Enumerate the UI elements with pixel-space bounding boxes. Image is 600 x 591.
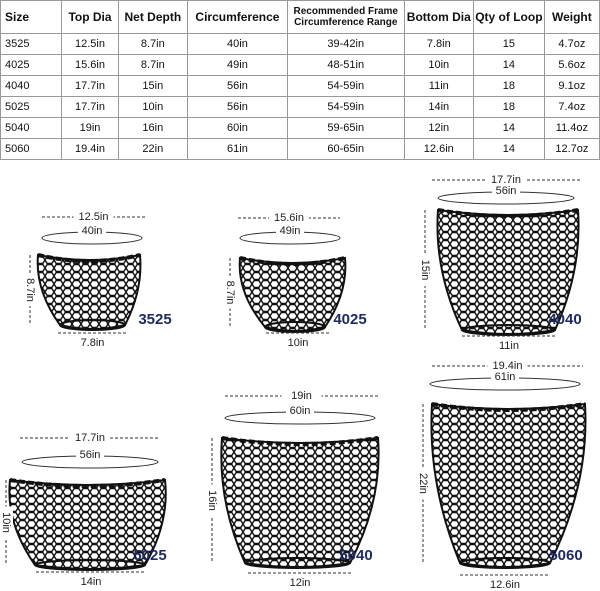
net-rim — [37, 253, 141, 263]
net-bottom — [459, 557, 551, 569]
label-bg — [223, 276, 237, 309]
depth-label: 16in — [206, 490, 218, 511]
bottom-dia-label: 11in — [499, 340, 519, 352]
model-label: 5060 — [549, 547, 582, 564]
table-cell: 4025 — [0, 54, 63, 76]
depth-label: 8.7in — [224, 281, 236, 305]
top-dia-label: 19.4in — [493, 360, 523, 372]
label-bg — [0, 506, 13, 539]
top-dia-label: 17.7in — [491, 174, 521, 186]
column-header: Circumference — [186, 0, 289, 34]
table-cell: 60-65in — [287, 138, 405, 160]
table-cell: 54-59in — [287, 96, 405, 118]
net-rim — [221, 436, 379, 446]
net-basket — [238, 256, 347, 332]
column-header: Top Dia — [61, 0, 119, 34]
table-cell: 15 — [473, 33, 545, 55]
net-bottom — [59, 319, 126, 331]
table-row: 4025 15.6in 8.7in 49in 48-51in 10in 14 5.6oz — [0, 54, 600, 76]
net-rim — [9, 478, 166, 488]
top-dia-label: 17.7in — [75, 432, 105, 444]
circumference-label: 61in — [495, 371, 516, 383]
label-bg — [418, 254, 432, 286]
circumference-label: 60in — [290, 405, 311, 417]
bottom-dia-label: 12.6in — [490, 579, 520, 591]
model-label: 3525 — [138, 311, 171, 328]
net-rim — [239, 256, 346, 266]
spec-table: Size Top Dia Net Depth Circumference Recomme… — [0, 0, 600, 160]
net-rim — [431, 402, 586, 412]
bottom-dia-label: 10in — [288, 337, 309, 349]
label-bg — [205, 484, 219, 517]
label-bg — [281, 389, 322, 403]
net-bottom — [244, 557, 351, 569]
top-dia-label: 12.5in — [79, 211, 109, 223]
net-bottom — [264, 321, 326, 333]
table-cell: 12.6in — [403, 138, 475, 160]
table-cell: 9.1oz — [543, 75, 600, 97]
model-label: 5040 — [339, 547, 372, 564]
table-row: 4040 17.7in 15in 56in 54-59in 11in 18 9.1oz — [0, 75, 600, 97]
label-bg — [269, 211, 309, 225]
table-cell: 8.7in — [117, 33, 188, 55]
label-bg — [23, 274, 37, 306]
net-bottom — [34, 559, 146, 571]
model-label: 5025 — [133, 547, 166, 564]
label-bg — [76, 449, 104, 461]
table-cell: 61in — [186, 138, 289, 160]
table-cell: 19.4in — [61, 138, 119, 160]
depth-label: 22in — [417, 473, 429, 494]
column-header: Recommended Frame Circumference Range — [287, 0, 405, 34]
label-bg — [487, 359, 528, 373]
label-bg — [416, 467, 430, 500]
table-cell: 14 — [473, 138, 545, 160]
label-bg — [70, 431, 110, 445]
column-header: Bottom Dia — [403, 0, 475, 34]
label-bg — [492, 185, 520, 197]
column-header: Weight — [543, 0, 600, 34]
table-cell: 12.7oz — [543, 138, 600, 160]
top-dia-label: 15.6in — [274, 212, 304, 224]
label-bg — [73, 210, 114, 224]
table-cell: 5060 — [0, 138, 63, 160]
label-bg — [78, 225, 106, 237]
table-row: 3525 12.5in 8.7in 40in 39-42in 7.8in 15 4.7oz — [0, 33, 600, 55]
table-cell: 48-51in — [287, 54, 405, 76]
net-basket — [36, 253, 142, 330]
depth-label: 15in — [419, 260, 431, 281]
net-basket — [430, 402, 587, 568]
model-label: 4025 — [333, 311, 366, 328]
top-dia-label: 19in — [291, 390, 312, 402]
label-bg — [491, 371, 519, 383]
circumference-label: 49in — [280, 225, 301, 237]
bottom-dia-label: 7.8in — [81, 337, 105, 349]
net-bottom — [461, 324, 556, 336]
bottom-dia-label: 14in — [81, 576, 102, 588]
bottom-dia-label: 12in — [290, 577, 311, 589]
table-cell: 5.6oz — [543, 54, 600, 76]
column-header: Qty of Loop — [473, 0, 545, 34]
circumference-label: 56in — [80, 449, 101, 461]
label-bg — [486, 173, 526, 187]
table-row: 5060 19.4in 22in 61in 60-65in 12.6in 14 12.7oz — [0, 138, 600, 160]
depth-label: 8.7in — [24, 278, 36, 302]
table-cell: 11.4oz — [543, 117, 600, 139]
label-bg — [286, 405, 314, 417]
table-cell: 8.7in — [117, 54, 188, 76]
depth-label: 10in — [0, 512, 12, 533]
circumference-label: 40in — [82, 225, 103, 237]
model-label: 4040 — [548, 311, 581, 328]
table-row: 5025 17.7in 10in 56in 54-59in 14in 18 7.4oz — [0, 96, 600, 118]
column-header: Size — [0, 0, 63, 34]
table-cell: 4.7oz — [543, 33, 600, 55]
label-bg — [276, 225, 304, 237]
circumference-label: 56in — [496, 185, 517, 197]
